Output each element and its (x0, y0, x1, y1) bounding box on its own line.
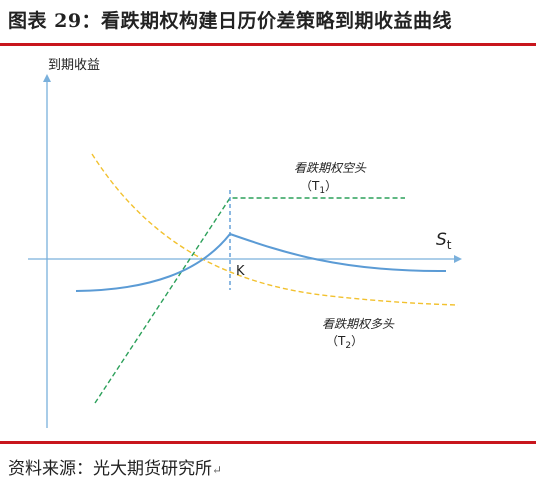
figure-title: 图表 29：看跌期权构建日历价差策略到期收益曲线 (8, 10, 453, 32)
short-put-label: 看跌期权空头 (294, 161, 367, 175)
source-text: 资料来源：光大期货研究所 (8, 459, 212, 479)
long-put-tenor: （T2） (326, 334, 363, 351)
strike-label: K (236, 264, 245, 279)
short-put-tenor: （T1） (300, 179, 337, 196)
combined-payoff-curve (75, 232, 447, 292)
bottom-divider (0, 441, 536, 444)
long-put-label: 看跌期权多头 (322, 317, 395, 331)
y-axis-label: 到期收益 (48, 58, 100, 73)
paragraph-mark: ↵ (212, 463, 223, 477)
short-put-payoff-curve (94, 197, 405, 404)
source-note: 资料来源：光大期货研究所↵ (8, 454, 222, 479)
top-divider (0, 43, 536, 46)
x-axis-label: St (436, 230, 452, 252)
